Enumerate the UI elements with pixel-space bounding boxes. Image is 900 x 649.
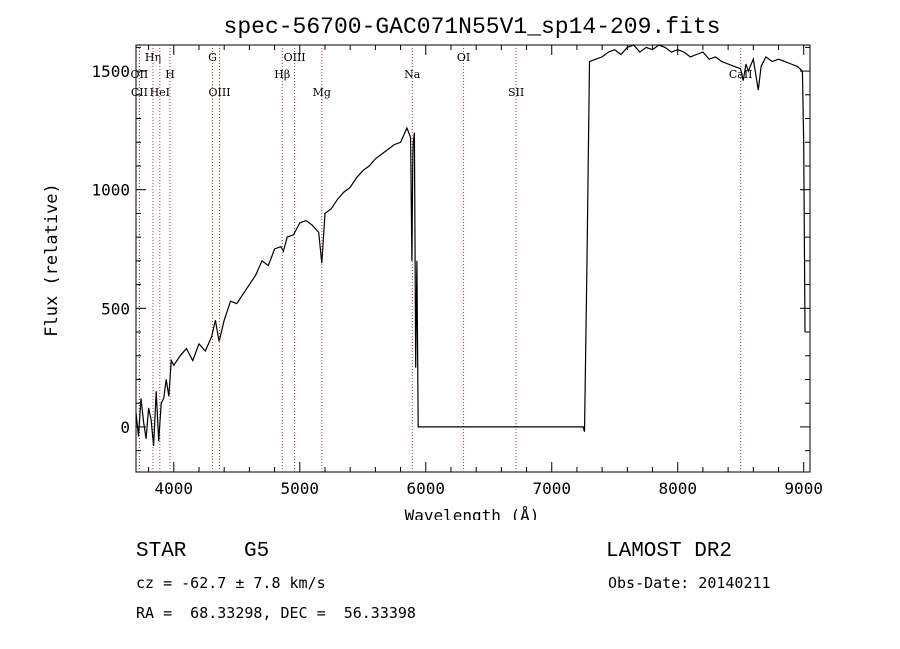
redshift-text: cz = -62.7 ± 7.8 km/s <box>136 574 326 592</box>
line-label: H <box>165 68 175 81</box>
line-label: CaII <box>729 68 753 81</box>
line-label: Na <box>404 68 421 81</box>
x-tick-label: 6000 <box>406 479 445 498</box>
x-axis-label: Wavelength (Å) <box>405 506 540 520</box>
line-label: OI <box>457 51 470 64</box>
obs-date: Obs-Date: 20140211 <box>608 574 771 592</box>
y-tick-label: 500 <box>101 299 130 318</box>
y-tick-label: 1500 <box>91 62 130 81</box>
line-label: G <box>208 51 217 64</box>
x-tick-label: 4000 <box>155 479 194 498</box>
spectrum-line <box>135 44 806 446</box>
line-label: Hη <box>145 51 161 64</box>
y-axis-label: Flux (relative) <box>42 183 62 337</box>
plot-frame <box>135 44 811 473</box>
chart-title: spec-56700-GAC071N55V1_sp14-209.fits <box>224 14 721 40</box>
line-label: SII <box>508 86 524 99</box>
line-label: Mg <box>313 86 331 99</box>
y-tick-label: 1000 <box>91 181 130 200</box>
coordinates: RA = 68.33298, DEC = 56.33398 <box>136 604 416 622</box>
x-tick-label: 5000 <box>281 479 320 498</box>
x-tick-label: 7000 <box>532 479 571 498</box>
line-label: Hβ <box>274 68 290 81</box>
spectrum-chart: spec-56700-GAC071N55V1_sp14-209.fits OII… <box>42 14 823 520</box>
object-subclass: G5 <box>244 540 270 563</box>
object-type: STAR <box>136 540 187 563</box>
x-tick-label: 8000 <box>658 479 697 498</box>
x-tick-label: 9000 <box>784 479 823 498</box>
line-label: HeI <box>150 86 170 99</box>
line-label: OIII <box>208 86 230 99</box>
line-label: CII <box>131 86 148 99</box>
y-tick-label: 0 <box>120 418 130 437</box>
line-label: OIII <box>284 51 306 64</box>
survey-name: LAMOST DR2 <box>606 540 733 563</box>
